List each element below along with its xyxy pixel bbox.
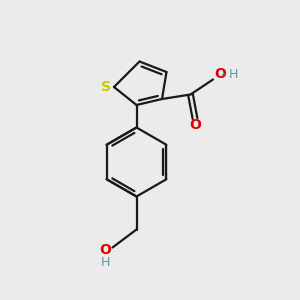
- Text: H: H: [100, 256, 110, 269]
- Text: O: O: [99, 243, 111, 257]
- Text: -: -: [220, 68, 225, 81]
- Text: S: S: [101, 80, 112, 94]
- Text: H: H: [229, 68, 238, 81]
- Text: O: O: [214, 67, 226, 81]
- Text: O: O: [189, 118, 201, 132]
